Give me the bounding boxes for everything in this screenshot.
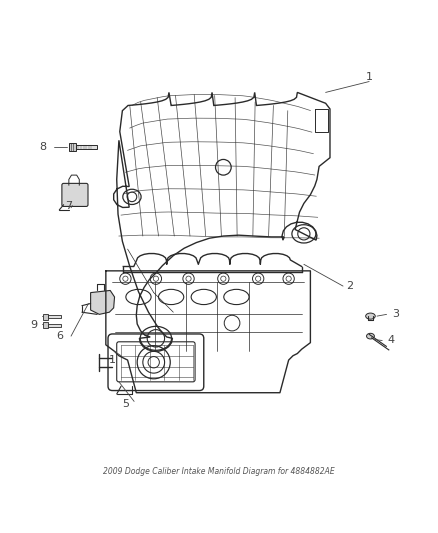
Text: 1: 1 [366,72,373,82]
Text: 3: 3 [392,309,399,319]
Bar [48,315,61,318]
Text: 9: 9 [31,320,38,330]
FancyBboxPatch shape [62,183,88,206]
Text: 5: 5 [122,399,129,409]
Bar [76,144,97,149]
Text: 4: 4 [387,335,395,345]
Text: 7: 7 [65,200,72,211]
Text: 1: 1 [109,355,116,365]
Bar [69,143,76,151]
Bar [43,313,48,320]
Polygon shape [91,290,115,314]
Bar [48,324,61,327]
Ellipse shape [367,333,374,339]
Bar [43,322,48,328]
Ellipse shape [366,313,375,319]
Text: 6: 6 [57,331,64,341]
Text: 8: 8 [39,142,46,152]
Text: 2009 Dodge Caliber Intake Manifold Diagram for 4884882AE: 2009 Dodge Caliber Intake Manifold Diagr… [103,466,335,475]
Text: 2: 2 [346,281,353,291]
